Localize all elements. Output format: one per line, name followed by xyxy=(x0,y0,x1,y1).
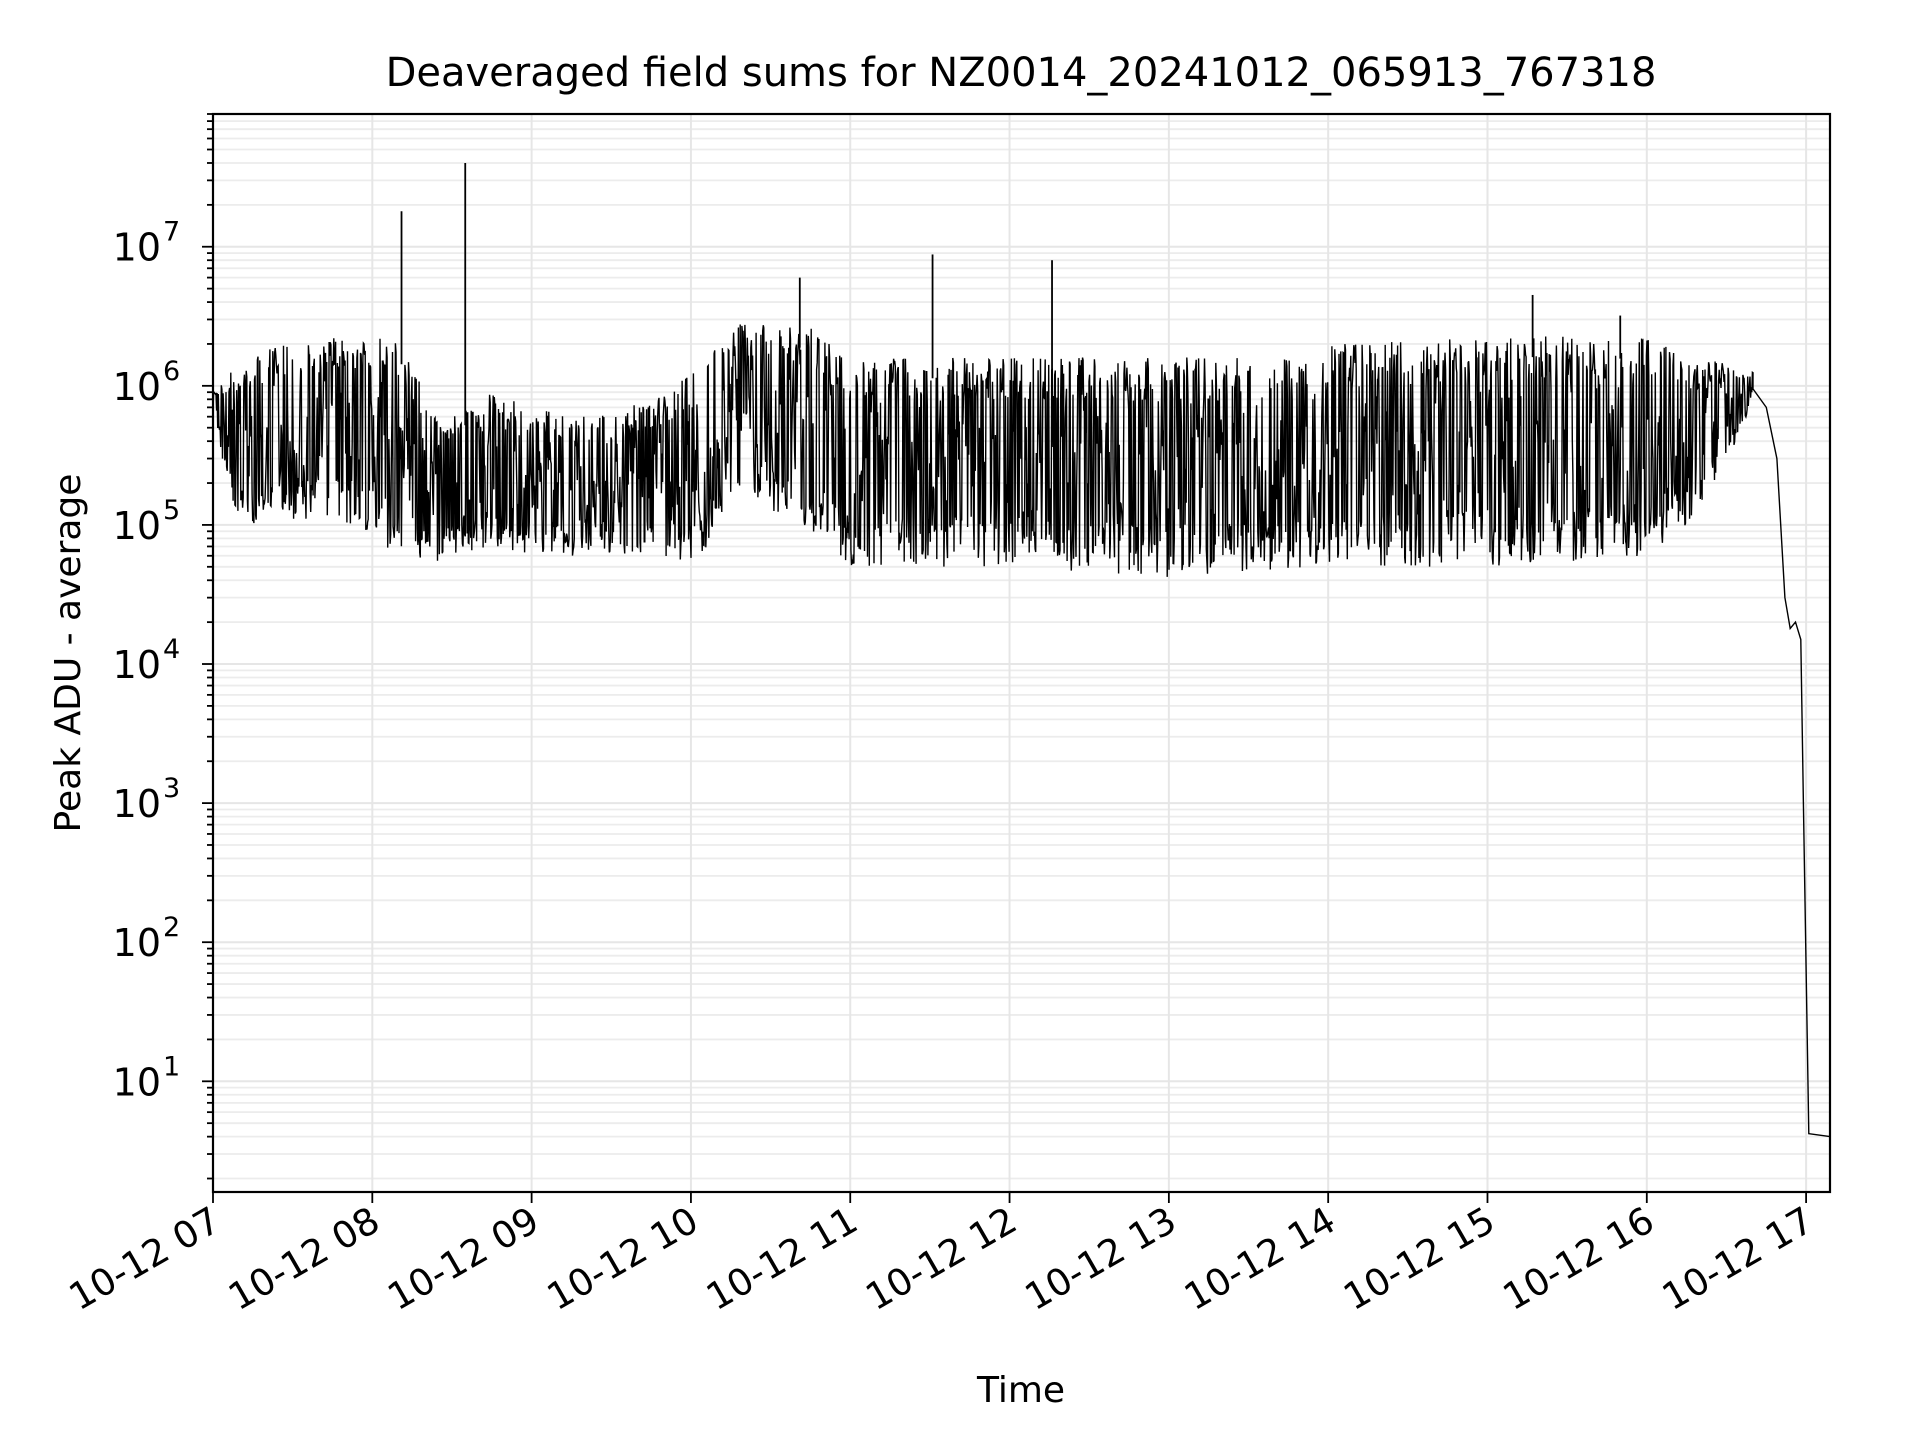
y-tick-exponent: 1 xyxy=(163,1051,180,1082)
x-tick-label: 10-12 17 xyxy=(1655,1199,1821,1319)
plot-frame xyxy=(211,112,1832,1194)
y-tick-label: 10 xyxy=(113,504,161,548)
series-layer xyxy=(212,162,1831,1138)
x-tick-label: 10-12 14 xyxy=(1177,1199,1343,1319)
x-tick-label: 10-12 07 xyxy=(62,1199,228,1319)
series-line xyxy=(212,324,1831,1138)
y-tick-exponent: 7 xyxy=(163,217,180,248)
y-tick-label: 10 xyxy=(113,1060,161,1104)
y-tick-label: 10 xyxy=(113,365,161,409)
y-tick-exponent: 4 xyxy=(163,634,180,665)
y-tick-label: 10 xyxy=(113,782,161,826)
major-gridlines xyxy=(212,114,1830,1192)
x-axis-label: Time xyxy=(976,1370,1065,1411)
x-tick-label: 10-12 11 xyxy=(699,1199,865,1319)
y-tick-label: 10 xyxy=(113,921,161,965)
y-axis-label: Peak ADU - average xyxy=(48,474,89,833)
y-tick-exponent: 6 xyxy=(163,356,180,387)
x-tick-label: 10-12 12 xyxy=(858,1199,1024,1319)
y-tick-exponent: 2 xyxy=(163,912,180,943)
x-tick-label: 10-12 10 xyxy=(540,1199,706,1319)
x-tick-label: 10-12 13 xyxy=(1018,1199,1184,1319)
y-tick-label: 10 xyxy=(113,643,161,687)
x-tick-label: 10-12 09 xyxy=(381,1199,547,1319)
y-tick-label: 10 xyxy=(113,226,161,270)
x-tick-label: 10-12 08 xyxy=(221,1199,387,1319)
x-tick-label: 10-12 15 xyxy=(1336,1199,1502,1319)
y-tick-exponent: 3 xyxy=(163,773,180,804)
y-tick-exponent: 5 xyxy=(163,495,180,526)
minor-gridlines xyxy=(213,113,1830,1180)
chart-title: Deaveraged field sums for NZ0014_2024101… xyxy=(386,50,1657,96)
x-tick-label: 10-12 16 xyxy=(1496,1199,1662,1319)
